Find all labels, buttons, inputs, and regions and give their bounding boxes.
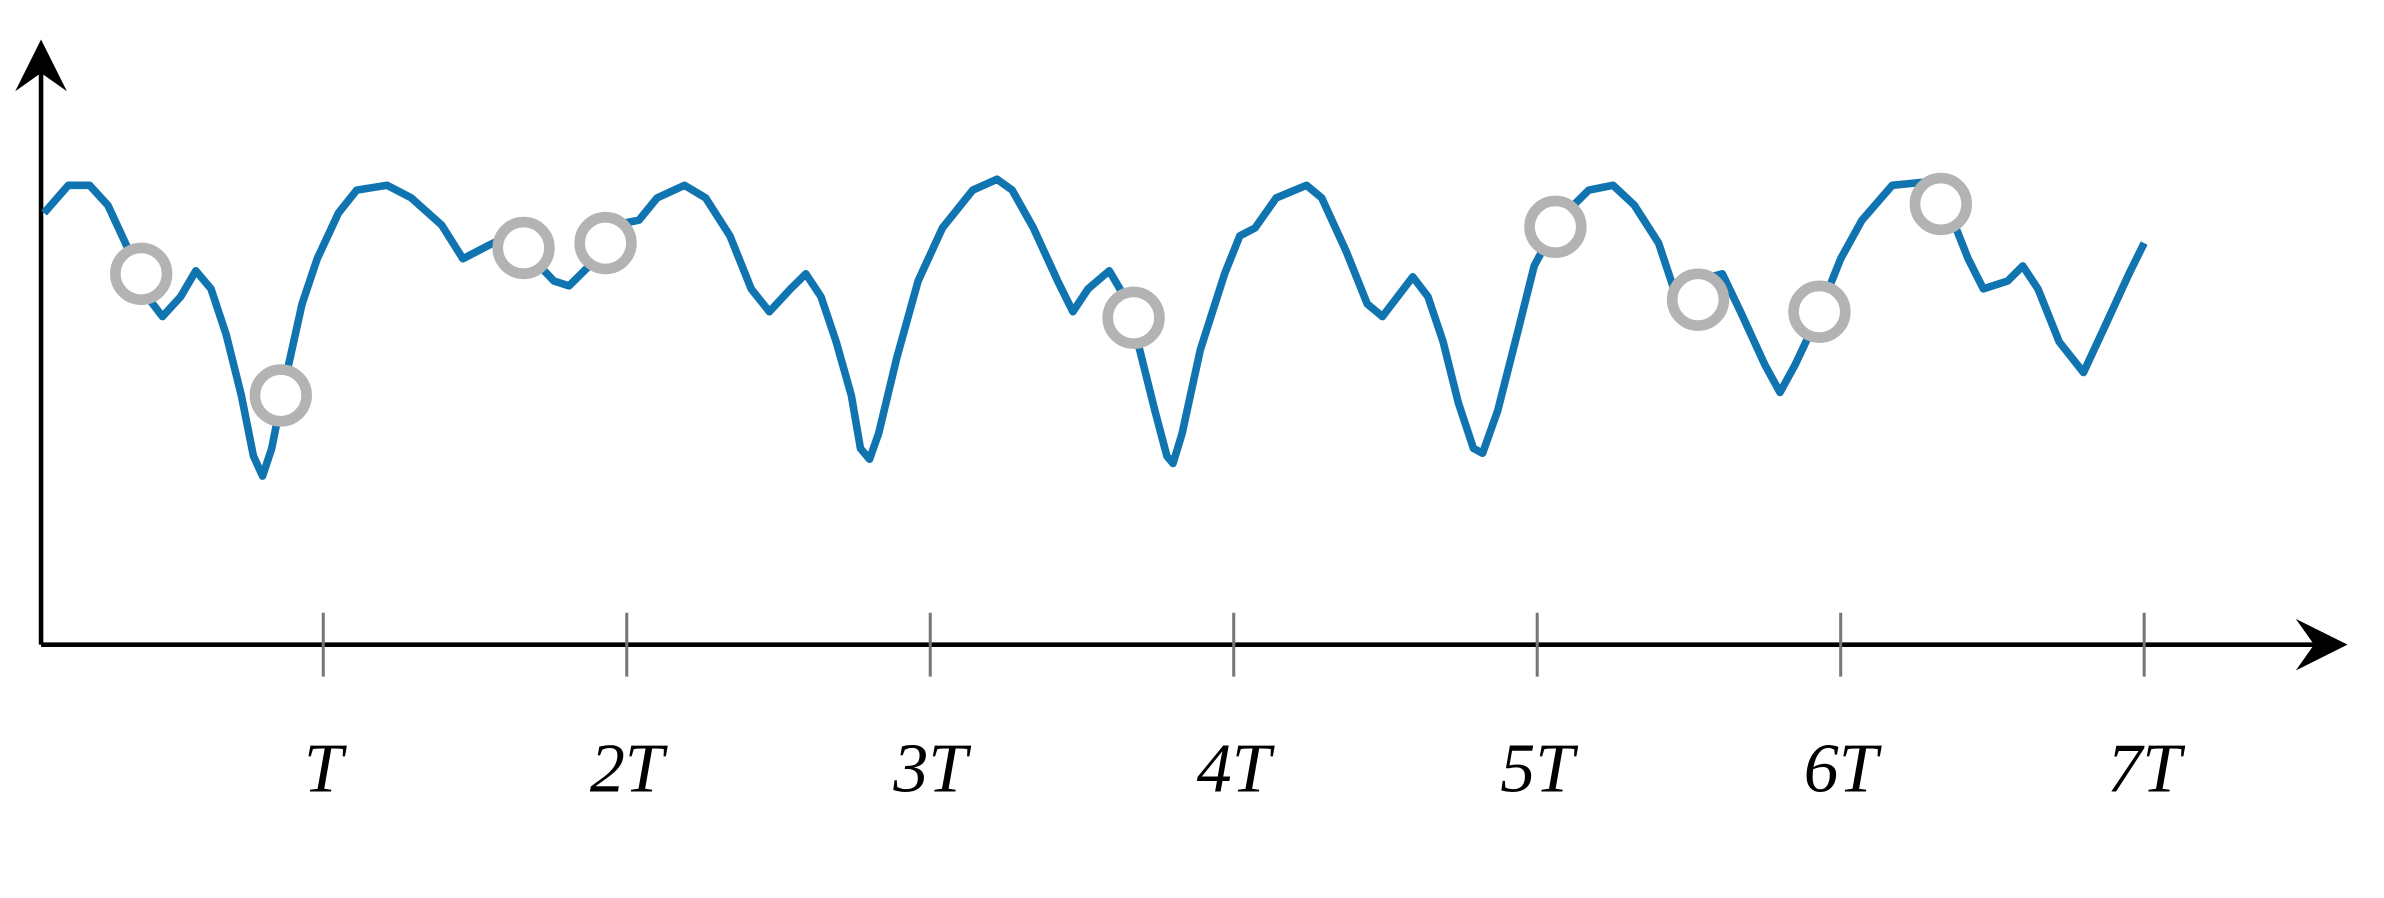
signal-line bbox=[41, 175, 2148, 480]
x-tick-label: 2T bbox=[590, 730, 669, 807]
x-tick-label: 5T bbox=[1500, 730, 1579, 807]
sample-point bbox=[110, 242, 173, 305]
sample-point bbox=[492, 216, 555, 280]
x-tick-label: 6T bbox=[1804, 730, 1883, 807]
sample-point bbox=[249, 364, 312, 427]
x-tick-label: 3T bbox=[892, 730, 972, 807]
x-axis-arrow bbox=[2295, 618, 2348, 671]
y-axis-arrow bbox=[15, 39, 67, 92]
x-tick-label: T bbox=[304, 730, 348, 807]
x-tick-label: 4T bbox=[1197, 730, 1276, 807]
sample-point bbox=[574, 211, 637, 275]
sample-point bbox=[1666, 268, 1730, 331]
sample-point bbox=[1909, 172, 1973, 236]
x-tick-label: 7T bbox=[2107, 730, 2186, 807]
sample-point bbox=[1524, 195, 1587, 259]
sample-point bbox=[1102, 286, 1165, 349]
sample-point bbox=[1788, 280, 1851, 343]
